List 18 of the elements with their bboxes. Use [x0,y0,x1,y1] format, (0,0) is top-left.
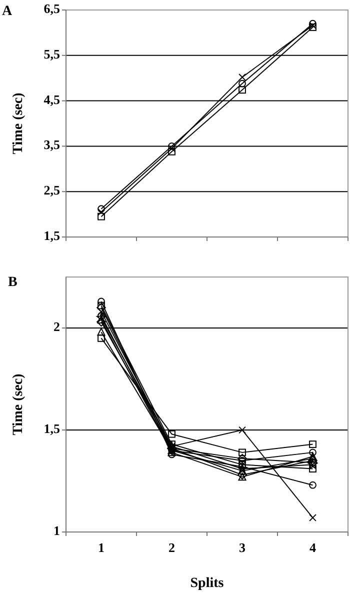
y-tick-label: 3,5 [44,137,60,152]
y-tick-label: 2,5 [44,182,60,198]
x-tick-label: 3 [239,540,246,555]
y-axis-title: Time (sec) [11,92,26,154]
x-tick-label: 2 [168,540,175,555]
chart-title: A [2,4,13,20]
x-tick-label: 1 [98,540,104,555]
y-tick-label: 1 [54,522,60,538]
chart-title: B [8,275,18,290]
y-axis-title: Time (sec) [11,373,26,436]
y-tick-label: 4,5 [44,92,60,107]
y-tick-label: 1,5 [44,420,60,436]
x-tick-label: 4 [310,540,316,555]
y-tick-label: 1,5 [44,228,60,243]
x-axis-title: Splits [190,576,224,591]
y-tick-label: 5,5 [44,46,60,62]
y-tick-label: 2 [54,318,60,334]
y-tick-label: 6,5 [44,0,60,16]
